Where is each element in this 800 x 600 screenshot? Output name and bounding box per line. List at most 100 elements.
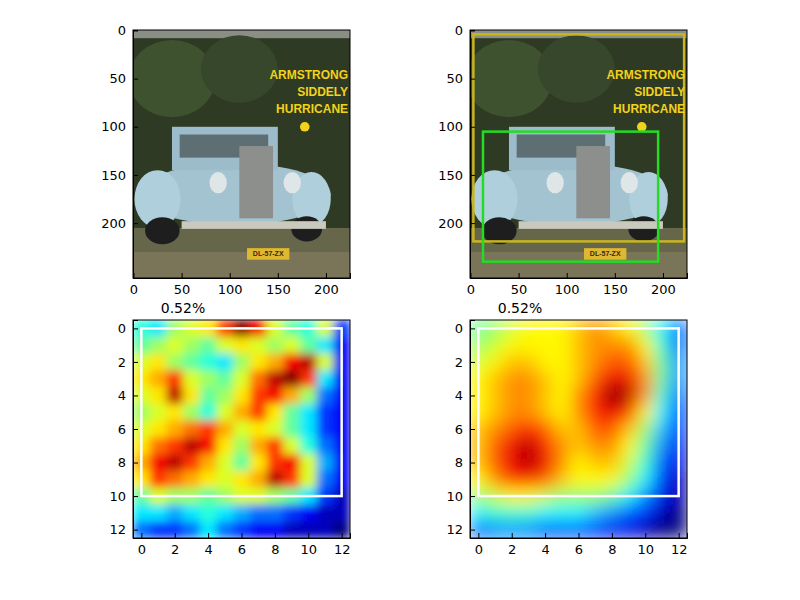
y-axis: 050100150200	[438, 23, 475, 278]
heatmap-cell	[637, 521, 654, 538]
y-tick-mark	[470, 362, 475, 363]
x-tick: 100	[555, 273, 580, 297]
y-axis-line	[134, 31, 139, 279]
x-tick-label: 200	[314, 282, 339, 297]
heatmap-cell	[637, 370, 654, 387]
heatmap-cell	[233, 521, 250, 538]
y-axis: 050100150200	[101, 23, 138, 278]
y-tick: 2	[455, 355, 475, 370]
x-axis-line	[134, 533, 351, 539]
heatmap-cell	[300, 370, 317, 387]
x-tick: 10	[300, 533, 317, 557]
x-tick: 150	[266, 273, 291, 297]
heatmap-cell	[183, 337, 200, 354]
heatmap-cell	[283, 337, 300, 354]
x-tick: 2	[171, 533, 179, 557]
heatmap-cell	[233, 454, 250, 471]
x-tick-label: 8	[271, 542, 279, 557]
heatmap-cell	[216, 354, 233, 371]
x-axis: 050100150200	[130, 273, 351, 297]
y-tick: 4	[455, 388, 475, 403]
heatmap-cell	[587, 337, 604, 354]
heatmap-cell	[250, 370, 267, 387]
heatmap-cell	[570, 387, 587, 404]
x-tick-label: 50	[511, 282, 528, 297]
y-tick-mark	[470, 328, 475, 329]
heatmap-cell	[250, 354, 267, 371]
heatmap-cell	[150, 370, 167, 387]
x-tick-label: 4	[204, 542, 212, 557]
heatmap-cell	[267, 504, 284, 521]
heatmap-cell	[654, 337, 671, 354]
plot-frame	[470, 320, 687, 538]
plot-frame	[470, 30, 687, 278]
heatmap-cell	[570, 521, 587, 538]
heatmap-cell	[250, 437, 267, 454]
x-tick-label: 150	[603, 282, 628, 297]
x-tick-label: 50	[174, 282, 191, 297]
heatmap-cell	[333, 521, 350, 538]
x-tick: 100	[218, 273, 243, 297]
heatmap-cell	[670, 521, 687, 538]
heatmap-cell	[503, 521, 520, 538]
heatmap-cell	[553, 337, 570, 354]
photo-car-headlight	[621, 172, 638, 193]
x-tick-mark	[615, 273, 616, 278]
x-tick: 200	[651, 273, 676, 297]
heatmap-cells	[133, 320, 350, 538]
x-tick-label: 100	[555, 282, 580, 297]
y-tick-mark	[470, 496, 475, 497]
heatmap-cell	[150, 471, 167, 488]
heatmap-cell	[620, 437, 637, 454]
heatmap-cell	[654, 421, 671, 438]
y-tick-label: 50	[109, 71, 126, 86]
y-axis-line	[471, 31, 476, 279]
heatmap-cell	[183, 437, 200, 454]
x-tick-mark	[308, 533, 309, 538]
heatmap-cell	[200, 471, 217, 488]
heatmap-cell	[200, 354, 217, 371]
plot-area	[133, 320, 350, 538]
bounding-box	[483, 132, 658, 262]
heatmap-cell	[267, 387, 284, 404]
heatmap-cell	[317, 437, 334, 454]
heatmap-cell	[604, 404, 621, 421]
y-tick: 0	[455, 321, 475, 336]
heatmap-cell	[537, 454, 554, 471]
heatmap-cell	[166, 337, 183, 354]
photo-text: HURRICANE	[613, 102, 685, 116]
y-tick-mark	[133, 328, 138, 329]
heatmap-cell	[570, 370, 587, 387]
x-tick-label: 100	[218, 282, 243, 297]
y-tick-label: 150	[101, 168, 126, 183]
x-tick-label: 2	[171, 542, 179, 557]
x-tick: 8	[271, 533, 279, 557]
photo-text: HURRICANE	[276, 102, 348, 116]
y-tick: 200	[101, 216, 138, 231]
heatmap-cell	[183, 471, 200, 488]
heatmap-cell	[250, 421, 267, 438]
heatmap-cell	[637, 504, 654, 521]
heatmap-cell	[300, 471, 317, 488]
y-axis: 024681012	[446, 321, 475, 539]
heatmap-cells	[470, 320, 687, 538]
heatmap-cell	[537, 521, 554, 538]
y-tick: 100	[438, 119, 475, 134]
heatmap-cell	[553, 521, 570, 538]
photo-car-grille	[576, 146, 610, 218]
x-tick-label: 8	[608, 542, 616, 557]
heatmap-cell	[620, 421, 637, 438]
heatmap-cell	[487, 337, 504, 354]
heatmap-cell	[487, 421, 504, 438]
y-tick-mark	[470, 30, 475, 31]
heatmap-cell	[520, 504, 537, 521]
heatmap-cell	[537, 354, 554, 371]
heatmap-cell	[553, 471, 570, 488]
y-tick-mark	[470, 429, 475, 430]
heatmap-cell	[200, 337, 217, 354]
heatmap-cell	[553, 370, 570, 387]
heatmap-cell	[587, 404, 604, 421]
heatmap-cell	[233, 504, 250, 521]
heatmap-cell	[620, 521, 637, 538]
photo-text: SIDDELY	[297, 85, 348, 99]
